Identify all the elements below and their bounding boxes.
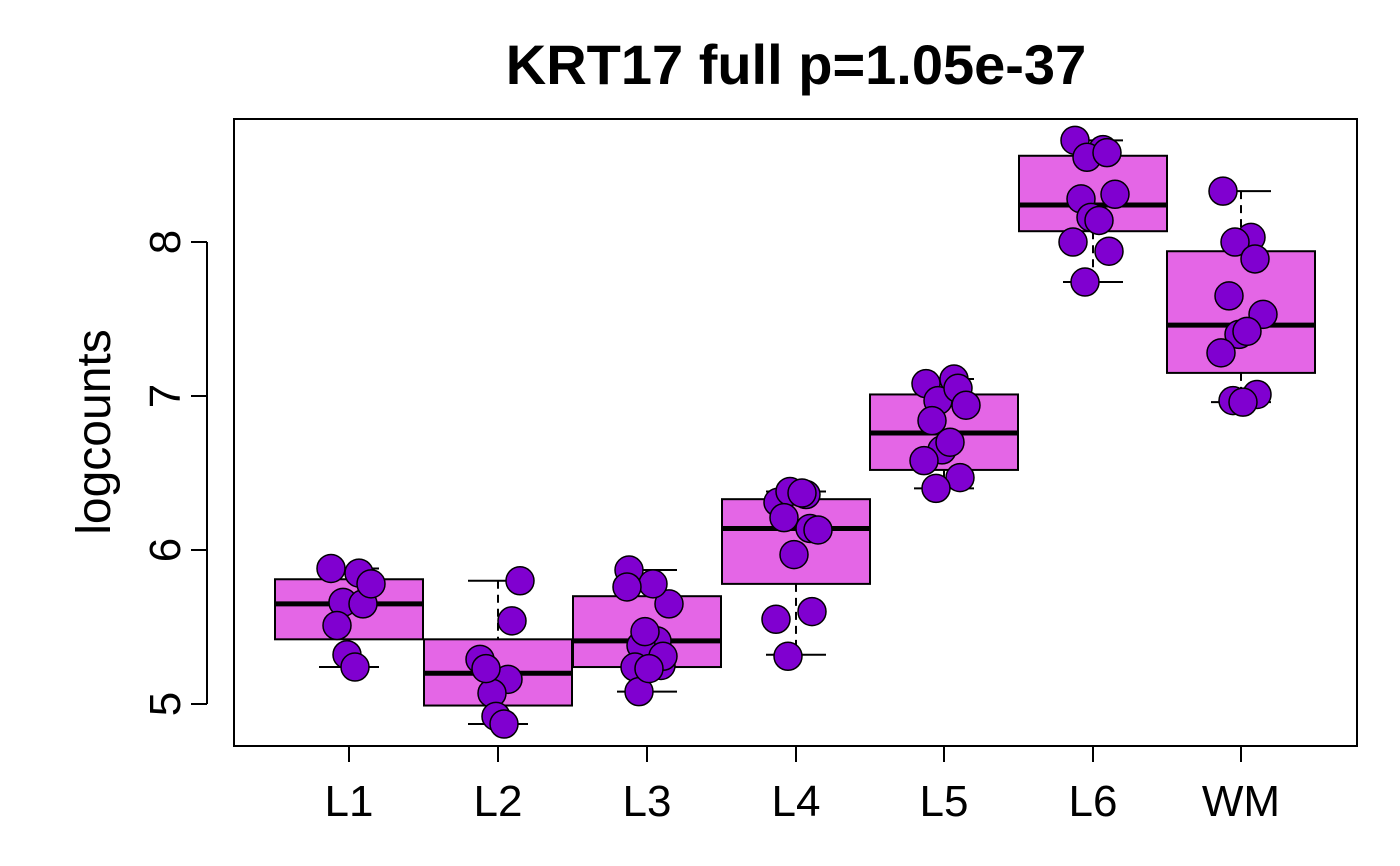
y-tick-label: 5 <box>141 692 190 716</box>
data-point-l1 <box>340 652 370 682</box>
x-tick-label-l3: L3 <box>623 777 672 826</box>
x-tick-label-l1: L1 <box>325 777 374 826</box>
data-point-l2 <box>497 606 527 636</box>
data-point-wm <box>1240 244 1270 274</box>
data-point-l4 <box>779 539 809 570</box>
data-point-wm <box>1220 227 1250 257</box>
data-point-l4 <box>797 596 827 627</box>
data-point-l3 <box>630 616 660 647</box>
data-point-l2 <box>505 566 535 596</box>
data-point-l5 <box>921 473 951 504</box>
data-point-l2 <box>471 653 501 684</box>
x-tick-label-wm: WM <box>1202 777 1280 826</box>
y-tick-label: 6 <box>141 538 190 562</box>
data-point-l6 <box>1092 137 1122 168</box>
data-point-l6 <box>1094 236 1124 266</box>
data-point-l3 <box>634 653 664 684</box>
x-tick-label-l5: L5 <box>920 777 969 826</box>
data-point-l4 <box>761 604 791 635</box>
point-group <box>316 125 1278 739</box>
data-point-l5 <box>909 445 939 476</box>
data-point-wm <box>1228 387 1258 417</box>
data-point-l5 <box>951 390 981 420</box>
data-point-l4 <box>803 515 833 545</box>
data-point-l1 <box>322 610 352 641</box>
data-point-l1 <box>356 569 386 599</box>
x-tick-label-l2: L2 <box>474 777 523 826</box>
data-point-l5 <box>917 405 947 436</box>
data-point-l6 <box>1100 179 1130 210</box>
data-point-wm <box>1214 281 1244 311</box>
data-point-wm <box>1208 176 1238 206</box>
data-point-l6 <box>1058 227 1088 257</box>
data-point-l6 <box>1070 267 1100 297</box>
y-axis-label: logcounts <box>68 329 121 534</box>
box-wm <box>1166 190 1316 404</box>
data-point-l2 <box>489 709 519 739</box>
x-tick-label-l4: L4 <box>772 777 821 826</box>
data-point-l6 <box>1084 205 1114 236</box>
box-body <box>1166 250 1316 374</box>
box-group <box>274 139 1316 726</box>
data-point-l4 <box>773 641 803 672</box>
chart-title: KRT17 full p=1.05e-37 <box>506 33 1086 96</box>
data-point-l3 <box>638 569 668 599</box>
data-point-l5 <box>935 427 965 457</box>
y-tick-label: 7 <box>141 384 190 408</box>
data-point-l1 <box>316 553 346 584</box>
y-tick-label: 8 <box>141 230 190 254</box>
data-point-l4 <box>787 478 817 508</box>
data-point-l4 <box>769 502 799 533</box>
data-point-wm <box>1232 316 1262 347</box>
data-point-l3 <box>654 589 684 619</box>
data-point-wm <box>1206 338 1236 368</box>
x-axis: L1 L2 L3 L4 L5 L6 WM <box>325 745 1280 826</box>
data-point-l3 <box>612 572 642 602</box>
y-axis: 5 6 7 8 <box>141 230 208 716</box>
x-tick-label-l6: L6 <box>1069 777 1118 826</box>
